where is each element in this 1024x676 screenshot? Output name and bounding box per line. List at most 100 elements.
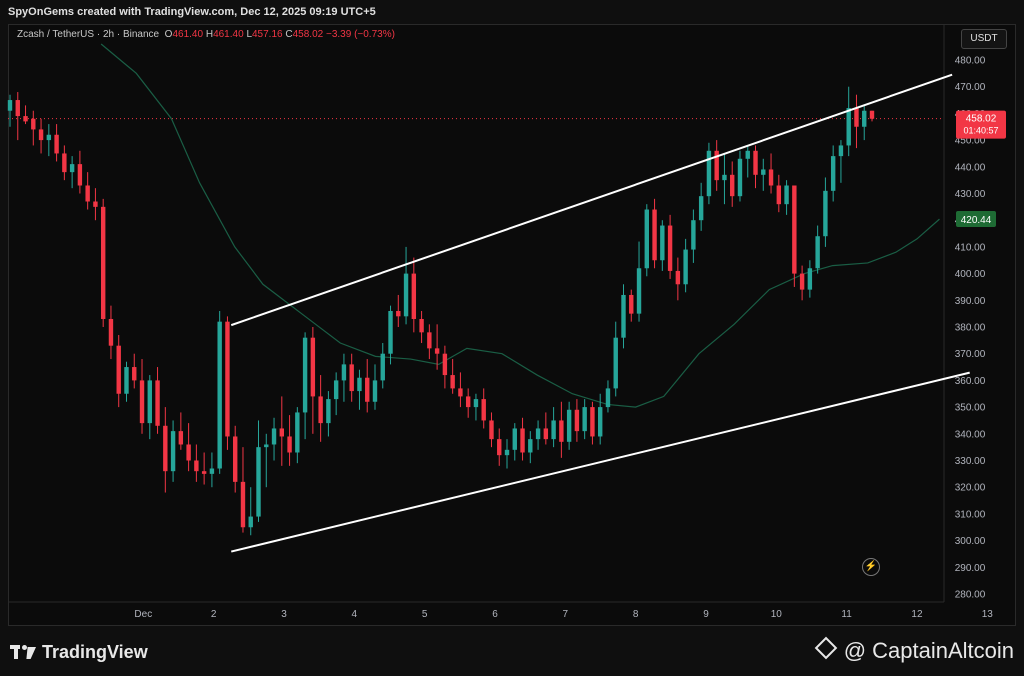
candle-body (310, 337, 316, 397)
candle-body (31, 118, 36, 130)
candle-body (186, 444, 191, 461)
low-label: L (246, 29, 252, 40)
candle-body (737, 158, 743, 197)
candle-body (124, 367, 129, 394)
y-tick-label: 280.00 (955, 590, 986, 601)
current-price-text: 458.02 (966, 114, 997, 125)
x-tick-label: 5 (422, 609, 428, 620)
x-tick-label: 12 (911, 609, 923, 620)
candle-body (597, 407, 603, 437)
channel-lower-line (231, 371, 970, 553)
candle-body (38, 129, 44, 141)
tradingview-logo[interactable]: TradingView (10, 642, 148, 663)
candle-body (862, 110, 867, 127)
candle-body (116, 345, 121, 394)
open-label: O (164, 29, 173, 40)
low-value: 457.16 (252, 29, 283, 40)
candle-body (768, 169, 774, 186)
price-chart[interactable]: 280.00 290.00 300.00 310.00 320.00 330.00 340.… (0, 0, 1024, 626)
candle-body (194, 460, 199, 472)
candle-body (23, 116, 28, 122)
candle-body (77, 164, 83, 186)
candle-body (714, 150, 719, 181)
candle-body (279, 428, 285, 437)
candle-body (302, 337, 308, 413)
candle-body (761, 169, 766, 175)
candle-body (155, 380, 160, 426)
candle-body (419, 318, 424, 333)
x-tick-label: 6 (492, 609, 498, 620)
candle-body (411, 273, 417, 319)
y-tick-label: 330.00 (955, 456, 986, 467)
candle-body (15, 100, 20, 117)
candle-body (100, 206, 106, 319)
x-tick-label: 10 (771, 609, 783, 620)
x-tick-label: 9 (703, 609, 709, 620)
candle-body (691, 220, 696, 250)
candle-body (450, 375, 455, 389)
candle-body (217, 321, 222, 469)
candle-body (271, 428, 277, 445)
candle-body (566, 409, 572, 442)
y-tick-label: 370.00 (955, 349, 986, 360)
candle-body (535, 428, 541, 440)
candle-body (730, 174, 735, 197)
x-tick-label: 3 (281, 609, 287, 620)
candle-body (846, 108, 851, 146)
candle-body (784, 185, 789, 205)
attribution-text: SpyOnGems created with TradingView.com, … (8, 6, 376, 18)
candle-body (256, 447, 261, 517)
candle-body (225, 321, 230, 437)
candle-body (326, 399, 331, 424)
candle-body (85, 185, 90, 202)
candle-body (582, 407, 587, 432)
diamond-logo-icon (814, 636, 838, 660)
candle-body (388, 310, 393, 354)
candle-body (815, 236, 820, 269)
tradingview-mark-icon (10, 645, 38, 659)
candle-body (380, 353, 385, 381)
candle-body (636, 268, 642, 314)
candle-body (489, 420, 494, 440)
currency-button[interactable]: USDT (961, 29, 1007, 49)
candle-body (108, 318, 114, 346)
candle-body (434, 348, 440, 354)
candle-body (147, 380, 152, 424)
candle-body (349, 364, 354, 392)
symbol-label[interactable]: Zcash / TetherUS · 2h · Binance (17, 29, 160, 40)
candle-body (62, 153, 67, 173)
candle-body (528, 439, 533, 453)
candle-body (520, 428, 525, 453)
y-tick-label: 430.00 (955, 189, 986, 200)
candle-body (830, 156, 836, 191)
x-tick-label: Dec (134, 609, 152, 620)
y-tick-label: 340.00 (955, 429, 986, 440)
candle-body (667, 225, 673, 271)
candle-body (675, 270, 681, 285)
candle-body (201, 471, 207, 474)
candle-body (799, 273, 805, 290)
x-tick-label: 7 (563, 609, 569, 620)
candle-body (372, 380, 378, 402)
ma-price-text: 420.44 (961, 215, 992, 226)
candle-body (458, 388, 463, 397)
y-tick-label: 310.00 (955, 509, 986, 520)
candle-body (854, 108, 859, 127)
candle-body (240, 481, 246, 528)
candle-body (823, 190, 828, 237)
candle-body (170, 431, 176, 472)
close-label: C (285, 29, 293, 40)
candle-body (248, 516, 253, 528)
y-tick-label: 400.00 (955, 269, 986, 280)
candle-body (559, 420, 564, 442)
candle-body (93, 201, 98, 207)
candle-body (139, 380, 145, 424)
candle-body (683, 249, 688, 285)
lightning-icon[interactable]: ⚡ (862, 558, 880, 576)
candle-body (551, 420, 556, 440)
candle-body (178, 431, 184, 445)
open-value: 461.40 (172, 29, 204, 40)
candle-body (613, 337, 618, 389)
candle-body (481, 399, 486, 421)
y-tick-label: 290.00 (955, 563, 986, 574)
